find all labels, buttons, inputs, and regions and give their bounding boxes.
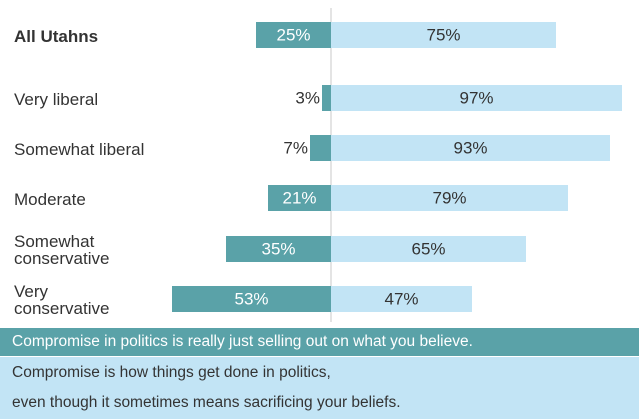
- category-label: Very liberal: [14, 89, 99, 109]
- bar-how-things-get-done: [331, 286, 472, 312]
- value-label-selling-out: 21%: [282, 189, 316, 208]
- value-label-selling-out: 25%: [276, 26, 310, 45]
- value-label-selling-out: 3%: [295, 89, 320, 108]
- value-label-how-things-get-done: 79%: [432, 189, 466, 208]
- bar-selling-out: [226, 236, 331, 262]
- value-label-how-things-get-done: 93%: [453, 139, 487, 158]
- value-label-how-things-get-done: 75%: [426, 26, 460, 45]
- category-label: Somewhat liberal: [14, 139, 145, 159]
- bar-how-things-get-done: [331, 236, 526, 262]
- category-label: Very conservative: [14, 282, 110, 318]
- diverging-bar-chart: 25% 75% 3% 97% 7% 93% 21% 79% 35% 65% 53% 47%: [172, 8, 622, 322]
- bar-how-things-get-done: [331, 85, 622, 111]
- bar-selling-out: [256, 22, 331, 48]
- category-label: Moderate: [14, 189, 86, 209]
- category-label: Somewhat conservative: [14, 232, 110, 268]
- value-label-selling-out: 7%: [283, 139, 308, 158]
- value-label-how-things-get-done: 97%: [459, 89, 493, 108]
- legend-item-how-things-get-done: Compromise is how things get done in pol…: [0, 357, 639, 419]
- bar-selling-out: [310, 135, 331, 161]
- value-label-selling-out: 53%: [234, 290, 268, 309]
- bar-selling-out: [268, 185, 331, 211]
- bar-selling-out: [172, 286, 331, 312]
- legend-light-line-2: even though it sometimes means sacrifici…: [12, 394, 401, 411]
- category-label: All Utahns: [14, 26, 99, 46]
- value-label-how-things-get-done: 65%: [411, 240, 445, 259]
- bar-how-things-get-done: [331, 135, 610, 161]
- value-label-how-things-get-done: 47%: [384, 290, 418, 309]
- legend-light-line-1: Compromise is how things get done in pol…: [12, 364, 331, 381]
- bar-how-things-get-done: [331, 185, 568, 211]
- bar-selling-out: [322, 85, 331, 111]
- value-label-selling-out: 35%: [261, 240, 295, 259]
- bar-how-things-get-done: [331, 22, 556, 48]
- legend-item-selling-out: Compromise in politics is really just se…: [0, 328, 639, 356]
